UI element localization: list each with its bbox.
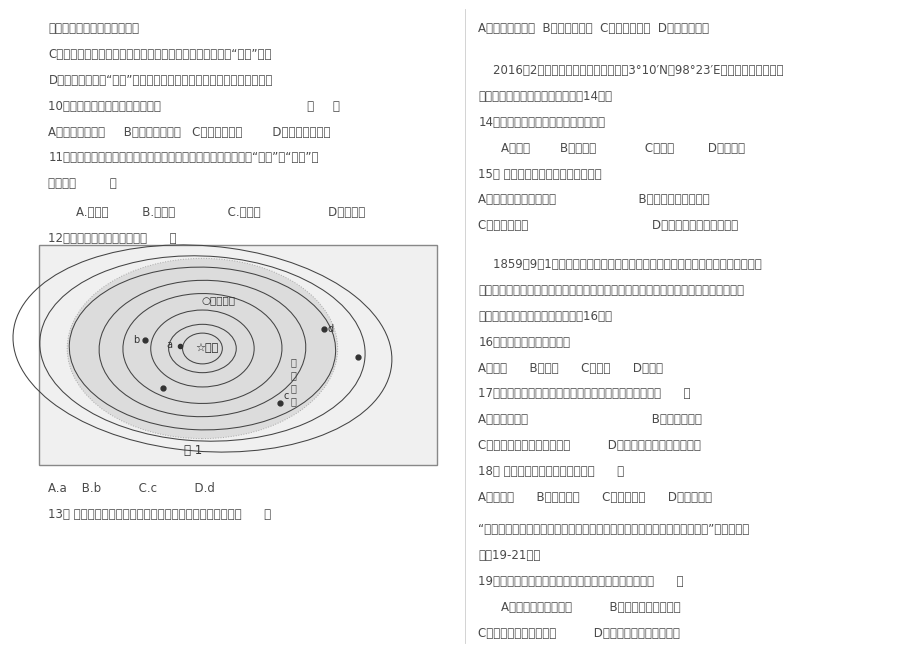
Text: 图 1: 图 1	[184, 444, 202, 457]
Text: 其亮度迅速增加，远远超过光球背景，明亮的白光仅维持几分钟就很快消失了，这是人: 其亮度迅速增加，远远超过光球背景，明亮的白光仅维持几分钟就很快消失了，这是人	[478, 284, 743, 297]
Text: 15、 下列关于金星的叙述，正确的是: 15、 下列关于金星的叙述，正确的是	[478, 168, 601, 181]
Text: 17、某海域海底发生地震时，位于该海域的海轮将出现（      ）: 17、某海域海底发生地震时，位于该海域的海轮将出现（ ）	[478, 387, 690, 400]
Text: D．高能带电粒子“袭击”地球高层大气，使地球赤道附近出现极光现象: D．高能带电粒子“袭击”地球高层大气，使地球赤道附近出现极光现象	[49, 74, 273, 87]
Text: 1859年9月1日，英国天文爱好者卡林顿观测到日面上出现两道极其明亮的白光，: 1859年9月1日，英国天文爱好者卡林顿观测到日面上出现两道极其明亮的白光，	[478, 258, 761, 271]
Text: 11、是地球历史的记录，内含有化石，被称为是记录地球历史的“书页”和“文字”的: 11、是地球历史的记录，内含有化石，被称为是记录地球历史的“书页”和“文字”的	[49, 151, 319, 164]
Text: c: c	[283, 391, 289, 401]
Text: 16．卡林顿观测到的现象是: 16．卡林顿观测到的现象是	[478, 336, 570, 349]
Text: C．太阳活动增强时，高能带电粒子会干扰地球磁场，产生“磁暴”现象: C．太阳活动增强时，高能带电粒子会干扰地球磁场，产生“磁暴”现象	[49, 48, 272, 61]
Text: 行: 行	[290, 370, 297, 380]
Text: 带: 带	[290, 396, 297, 406]
Text: 12、图中代表地球的字母是（      ）: 12、图中代表地球的字母是（ ）	[49, 232, 176, 245]
Ellipse shape	[67, 258, 337, 439]
Text: 14．火山喷发的物质来自地球圈层中的: 14．火山喷发的物质来自地球圈层中的	[478, 116, 605, 129]
Text: 10．下列现象和太阳活动无关的是                                       （     ）: 10．下列现象和太阳活动无关的是 （ ）	[49, 100, 340, 113]
Text: 13、 在地球内部圈层中，莫霍界面划分开的两大圈层是：（      ）: 13、 在地球内部圈层中，莫霍界面划分开的两大圈层是：（ ）	[49, 509, 271, 522]
Text: A．恒星、行星、卫星          B．星云、恒星、行星: A．恒星、行星、卫星 B．星云、恒星、行星	[501, 600, 680, 614]
Text: 2016年2月，印度尼西亚锡纳朕火山（3°10′N，98°23′E）喷发，火山灰直冲: 2016年2月，印度尼西亚锡纳朕火山（3°10′N，98°23′E）喷发，火山灰…	[478, 64, 783, 77]
Text: A．黑子      B．耀班      C．磁暴      D．极光: A．黑子 B．耀班 C．磁暴 D．极光	[478, 362, 663, 374]
Text: “太阳大，地球小，太阳带着地球跑；地球大，月球小，地球带着月亮跑。”重温童谣，: “太阳大，地球小，太阳带着地球跑；地球大，月球小，地球带着月亮跑。”重温童谣，	[478, 523, 749, 536]
Text: 19．童谣中出现的天体，按照先后顺序排列正确的是（      ）: 19．童谣中出现的天体，按照先后顺序排列正确的是（ ）	[478, 575, 683, 588]
Text: A．短波通讯中断     B．信鲸迣失方向   C．指南针失灵        D．太阳东升西落: A．短波通讯中断 B．信鲸迣失方向 C．指南针失灵 D．太阳东升西落	[49, 126, 331, 139]
Text: a: a	[166, 340, 173, 350]
Text: A．太平洋      B．华北平原      C．四川盆地      D．青藏高原: A．太平洋 B．华北平原 C．四川盆地 D．青藏高原	[478, 491, 711, 504]
Text: ☆太阳: ☆太阳	[195, 344, 219, 353]
Bar	[40, 245, 437, 465]
Text: A.a    B.b          C.c          D.d: A.a B.b C.c D.d	[49, 482, 215, 496]
Text: ○哈雷彗星: ○哈雷彗星	[201, 295, 235, 305]
Text: 甚至造成无线电长波通信中断: 甚至造成无线电长波通信中断	[49, 22, 140, 35]
Text: 岩石是（         ）: 岩石是（ ）	[49, 177, 117, 190]
Text: C．先上下颠簇，后左右摇晃          D．先左右摇晃，后上下颠簇: C．先上下颠簇，后左右摇晃 D．先左右摇晃，后上下颠簇	[478, 439, 700, 452]
Text: 星: 星	[290, 383, 297, 393]
Text: 18、 下列四图中，地壳最厚的是（      ）: 18、 下列四图中，地壳最厚的是（ ）	[478, 465, 624, 478]
Text: A．位于地球和火星之间                      B．卫星数目比土星多: A．位于地球和火星之间 B．卫星数目比土星多	[478, 194, 709, 207]
Text: A.岩浆岩         B.火山岩              C.沉积岩                  D．变质岩: A.岩浆岩 B.火山岩 C.沉积岩 D．变质岩	[76, 207, 365, 220]
Text: A．岩石圈和地幔  B．地壳和地幔  C．地幔和地核  D．地壳和地核: A．岩石圈和地幔 B．地壳和地幔 C．地幔和地核 D．地壳和地核	[478, 22, 709, 35]
Text: C．恒星、行星、小行星          D．恒星、小行星、流星体: C．恒星、行星、小行星 D．恒星、小行星、流星体	[478, 627, 679, 640]
Text: d: d	[327, 323, 334, 334]
Text: b: b	[133, 334, 139, 345]
Text: 类第一次观测到该现象。据此完成16题。: 类第一次观测到该现象。据此完成16题。	[478, 310, 612, 323]
Text: A．只上下颠簇                                 B．不产生运动: A．只上下颠簇 B．不产生运动	[478, 413, 701, 426]
Text: 高空，飘到了数公里外。据此完成14题。: 高空，飘到了数公里外。据此完成14题。	[478, 90, 612, 103]
Text: 小: 小	[290, 357, 297, 366]
Text: A．地壳        B．软流层             C．地核         D．岩石圈: A．地壳 B．软流层 C．地核 D．岩石圈	[501, 141, 744, 155]
Text: 回等19-21题：: 回等19-21题：	[478, 549, 540, 562]
Text: C．自身能发光                                 D．表面平均温度比地球高: C．自身能发光 D．表面平均温度比地球高	[478, 219, 738, 232]
